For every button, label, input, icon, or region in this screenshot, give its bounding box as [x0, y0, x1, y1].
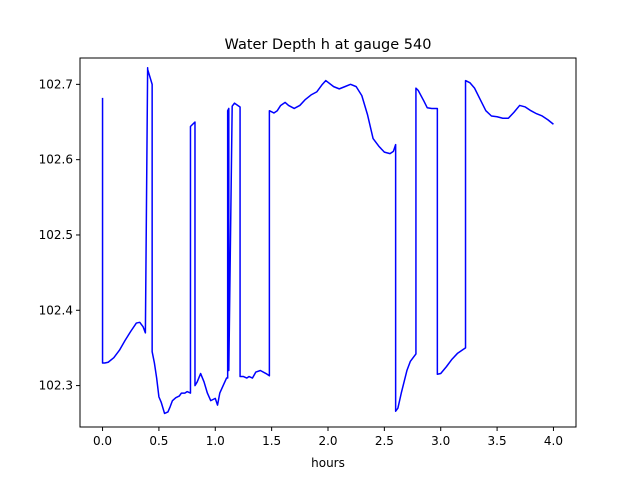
y-tick-label: 102.5 — [39, 228, 73, 242]
y-ticks: 102.3 102.4 102.5 102.6 102.7 — [39, 77, 80, 393]
x-tick-label: 4.0 — [544, 434, 563, 448]
x-tick-label: 0.0 — [93, 434, 112, 448]
x-tick-label: 3.0 — [431, 434, 450, 448]
series-line-0 — [101, 67, 554, 415]
x-tick-label: 2.0 — [318, 434, 337, 448]
y-tick-label: 102.3 — [39, 379, 73, 393]
x-tick-label: 1.5 — [262, 434, 281, 448]
x-tick-label: 3.5 — [488, 434, 507, 448]
x-tick-label: 1.0 — [206, 434, 225, 448]
y-tick-label: 102.4 — [39, 303, 73, 317]
y-tick-label: 102.6 — [39, 153, 73, 167]
x-axis-label: hours — [311, 456, 345, 470]
chart-title: Water Depth h at gauge 540 — [225, 37, 432, 53]
plot-layer — [101, 67, 554, 415]
y-tick-label: 102.7 — [39, 77, 73, 91]
x-tick-label: 0.5 — [149, 434, 168, 448]
x-tick-label: 2.5 — [375, 434, 394, 448]
x-ticks: 0.0 0.5 1.0 1.5 2.0 2.5 3.0 3.5 4.0 — [93, 427, 563, 448]
